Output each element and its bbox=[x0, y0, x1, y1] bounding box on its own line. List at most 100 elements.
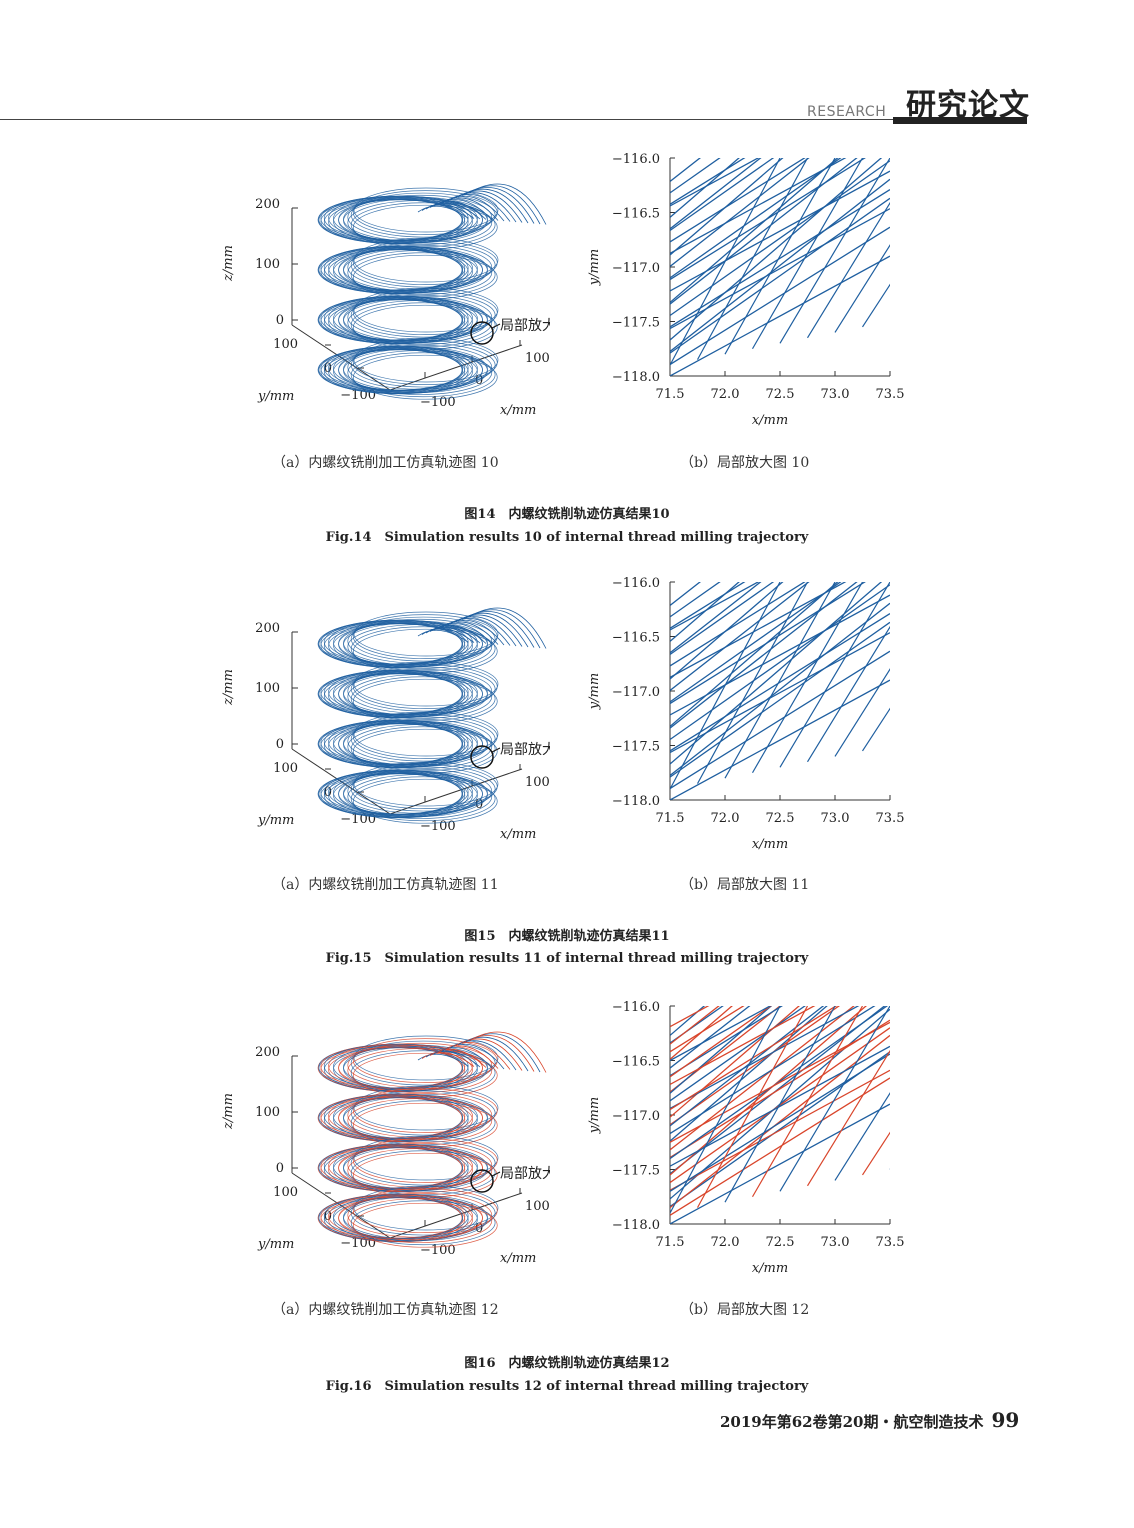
trajectory-line bbox=[724, 158, 836, 355]
figure-caption-en: Fig.14 Simulation results 10 of internal… bbox=[325, 530, 809, 545]
y-axis-title: y/mm bbox=[587, 1097, 602, 1134]
trajectory-ring bbox=[343, 198, 488, 244]
trajectory-ring bbox=[352, 240, 498, 285]
trajectory-ring bbox=[343, 348, 488, 394]
subfigure-caption-a: （a）内螺纹铣削加工仿真轨迹图 12 bbox=[272, 1302, 499, 1318]
zoom-region-marker bbox=[470, 321, 494, 345]
trajectory-line bbox=[670, 178, 890, 352]
y-tick-label: −118.0 bbox=[612, 794, 660, 809]
trajectory-line bbox=[670, 1006, 772, 1078]
trajectory-tail bbox=[429, 1048, 487, 1068]
trajectory-line bbox=[670, 1045, 890, 1167]
trajectory-line bbox=[670, 1006, 855, 1151]
journal-info: 2019年第62卷第20期・航空制造技术 bbox=[720, 1413, 984, 1431]
trajectory-ring bbox=[323, 719, 469, 765]
trajectory-ring bbox=[350, 766, 496, 812]
trajectory-line bbox=[670, 1006, 816, 1086]
x-tick-label: 100 bbox=[525, 1199, 550, 1214]
x-tick-label: 73.0 bbox=[821, 1235, 850, 1250]
trajectory-line bbox=[670, 158, 858, 305]
trajectory-tail bbox=[433, 199, 493, 221]
trajectory-ring bbox=[352, 664, 498, 709]
page-footer: 2019年第62卷第20期・航空制造技术 99 bbox=[720, 1408, 1019, 1432]
trajectory-line bbox=[670, 621, 890, 778]
trajectory-line bbox=[670, 158, 883, 341]
trajectory-ring bbox=[350, 716, 496, 762]
x-tick-label: −100 bbox=[420, 395, 456, 410]
trajectory-ring bbox=[343, 1146, 488, 1192]
zoom-2d-plot: −116.0 −116.5 −117.0 −117.5 −118.0 71.5 72.0 72… bbox=[587, 576, 904, 852]
y-tick-label: −118.0 bbox=[612, 1218, 660, 1233]
trajectory-line bbox=[670, 582, 701, 606]
x-tick-label: 73.0 bbox=[821, 387, 850, 402]
y-tick-label: −118.0 bbox=[612, 370, 660, 385]
figure-caption-en: Fig.16 Simulation results 12 of internal… bbox=[325, 1379, 809, 1394]
trajectory-line bbox=[670, 158, 762, 230]
trajectory-ring bbox=[347, 1198, 493, 1243]
header-rule bbox=[0, 119, 1027, 120]
trajectory-line bbox=[670, 1006, 710, 1028]
x-tick-label: 71.5 bbox=[656, 811, 685, 826]
trajectory-line bbox=[670, 226, 890, 366]
trajectory-line bbox=[670, 582, 781, 790]
trajectory-line bbox=[670, 1006, 876, 1135]
trajectory-ring bbox=[347, 300, 493, 345]
trajectory-tail bbox=[429, 624, 487, 644]
trajectory-ring bbox=[352, 1088, 498, 1133]
trajectory-line bbox=[670, 158, 701, 182]
zoom-region-marker bbox=[470, 1169, 494, 1193]
y-tick-label: 0 bbox=[324, 361, 332, 376]
x-axis-title: x/mm bbox=[500, 827, 536, 842]
helix-trajectory bbox=[317, 1031, 547, 1248]
trajectory-ring bbox=[350, 616, 496, 662]
trajectory-tail bbox=[425, 626, 481, 644]
trajectory-line bbox=[670, 584, 890, 741]
trajectory-line bbox=[670, 208, 890, 330]
x-tick-label: 72.5 bbox=[766, 811, 795, 826]
trajectory-ring bbox=[350, 776, 496, 822]
zoom-region-label: 局部放大 bbox=[500, 1166, 550, 1182]
trajectory-ring bbox=[350, 342, 496, 388]
trajectory-line bbox=[779, 1006, 890, 1192]
trajectory-ring bbox=[328, 619, 473, 665]
y-tick-label: −116.0 bbox=[612, 576, 660, 591]
z-axis-title: z/mm bbox=[221, 1093, 236, 1130]
trajectory-line bbox=[806, 201, 890, 339]
x-axis-title: x/mm bbox=[752, 1261, 788, 1276]
trajectory-ring bbox=[333, 246, 478, 291]
x-tick-label: −100 bbox=[420, 819, 456, 834]
x-tick-label: 72.0 bbox=[711, 387, 740, 402]
trajectory-ring bbox=[347, 250, 493, 295]
trajectory-ring bbox=[343, 722, 488, 768]
trajectory-ring bbox=[350, 1040, 496, 1086]
y-axis-title: y/mm bbox=[587, 673, 602, 710]
trajectory-ring bbox=[338, 1195, 483, 1240]
trajectory-line bbox=[670, 1006, 838, 1111]
x-tick-label: 72.0 bbox=[711, 811, 740, 826]
trajectory-tail bbox=[441, 619, 505, 646]
trajectory-line bbox=[670, 1006, 781, 1214]
trajectory-ring bbox=[343, 1096, 488, 1142]
trajectory-line bbox=[670, 1006, 800, 1118]
trajectory-line bbox=[670, 1006, 720, 1045]
trajectory-ring bbox=[333, 1144, 478, 1189]
trajectory-line bbox=[670, 582, 775, 656]
trajectory-tail bbox=[437, 197, 499, 221]
trajectory-line bbox=[670, 197, 890, 354]
z-tick-label: 100 bbox=[255, 681, 280, 696]
trajectory-ring bbox=[323, 1093, 469, 1139]
trajectory-line bbox=[670, 582, 721, 618]
trajectory-line bbox=[670, 1006, 825, 1127]
header-research-label: RESEARCH bbox=[807, 104, 887, 120]
trajectory-line bbox=[696, 158, 809, 360]
z-tick-label: 200 bbox=[255, 621, 280, 636]
trajectory-line bbox=[670, 1103, 890, 1224]
trajectory-ring bbox=[350, 292, 496, 338]
trajectory-ring bbox=[328, 1093, 473, 1139]
trajectory-ring bbox=[352, 190, 498, 235]
trajectory-ring bbox=[328, 669, 473, 715]
trajectory-ring bbox=[333, 196, 478, 241]
trajectory-ring bbox=[333, 670, 478, 715]
trajectory-ring bbox=[343, 1046, 488, 1092]
